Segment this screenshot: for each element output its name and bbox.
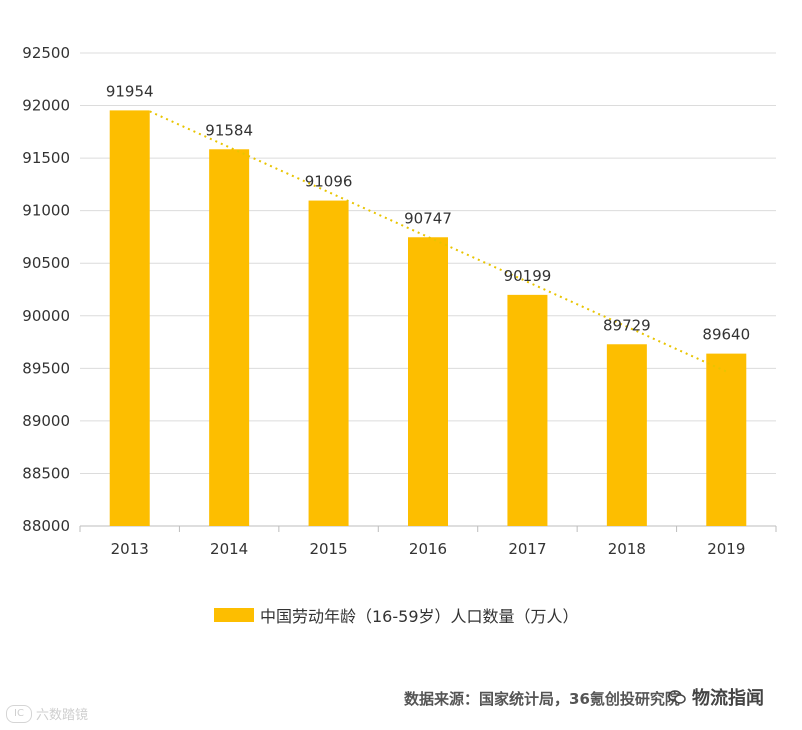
bar-2019 xyxy=(706,353,747,526)
bar-2017 xyxy=(507,294,548,526)
y-tick-label: 90000 xyxy=(22,307,70,325)
x-tick-label: 2016 xyxy=(409,540,447,558)
data-label: 91584 xyxy=(205,121,253,139)
bar-2016 xyxy=(408,237,448,527)
data-label: 91096 xyxy=(305,173,353,191)
legend-label: 中国劳动年龄（16-59岁）人口数量（万人） xyxy=(260,607,579,626)
bar-2013 xyxy=(109,110,150,527)
watermark-logo-icon: IC xyxy=(6,704,32,723)
data-label: 89640 xyxy=(702,326,750,344)
y-tick-label: 89000 xyxy=(22,412,70,430)
y-tick-label: 92500 xyxy=(22,44,70,62)
data-label: 90747 xyxy=(404,209,452,227)
y-tick-label: 89500 xyxy=(22,359,70,377)
x-axis-ticks: 2013 2014 2015 2016 2017 2018 2019 xyxy=(111,540,746,558)
legend: 中国劳动年龄（16-59岁）人口数量（万人） xyxy=(214,603,579,627)
data-label: 89729 xyxy=(603,316,651,334)
watermark-left: IC 六数踏镜 xyxy=(6,704,88,723)
x-tick-label: 2015 xyxy=(309,540,347,558)
y-tick-label: 90500 xyxy=(22,254,70,272)
data-label: 91954 xyxy=(106,82,154,100)
y-axis-ticks: 88000 88500 89000 89500 90000 90500 91000 91500… xyxy=(22,44,70,535)
y-tick-label: 92000 xyxy=(22,97,70,115)
bar-2015 xyxy=(308,200,349,527)
y-tick-label: 91000 xyxy=(22,202,70,220)
y-tick-label: 88000 xyxy=(22,517,70,535)
watermark-right: 物流指闻 xyxy=(668,684,764,710)
x-tick-label: 2014 xyxy=(210,540,248,558)
y-tick-label: 88500 xyxy=(22,464,70,482)
wechat-icon xyxy=(668,690,686,704)
legend-swatch xyxy=(214,608,254,622)
watermark-right-text: 物流指闻 xyxy=(692,688,764,709)
data-label: 90199 xyxy=(504,267,552,285)
x-tick-label: 2013 xyxy=(111,540,149,558)
data-labels: 91954 91584 91096 90747 90199 89729 89640 xyxy=(106,82,750,343)
watermark-left-text: 六数踏镜 xyxy=(36,708,89,723)
bar-2014 xyxy=(209,149,250,526)
bar-chart: 88000 88500 89000 89500 90000 90500 91000 91500… xyxy=(22,44,777,558)
bars xyxy=(109,110,747,527)
source-note: 数据来源：国家统计局，36氪创投研究院 xyxy=(404,690,680,708)
x-tick-label: 2017 xyxy=(508,540,546,558)
y-tick-label: 91500 xyxy=(22,149,70,167)
x-tick-label: 2018 xyxy=(608,540,646,558)
x-tick-label: 2019 xyxy=(707,540,745,558)
bar-2018 xyxy=(606,344,647,526)
